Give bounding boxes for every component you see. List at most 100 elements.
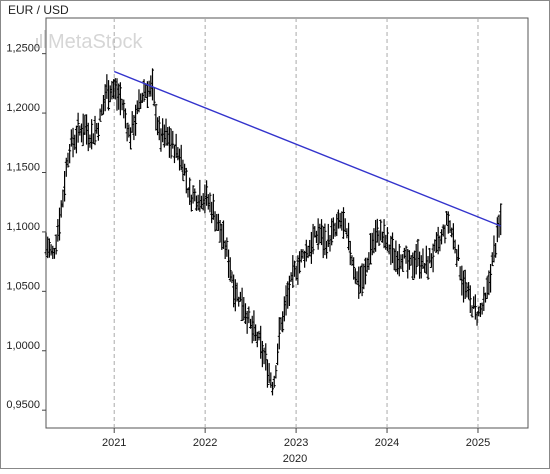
ohlc-bar	[274, 365, 278, 379]
trendline	[113, 70, 501, 227]
ohlc-bar	[205, 180, 209, 206]
ohlc-bar	[152, 86, 156, 107]
ohlc-bar	[260, 340, 264, 368]
watermark-text: MetaStock	[48, 31, 143, 53]
ohlc-bar	[494, 242, 498, 258]
ohlc-bar	[391, 232, 395, 264]
ohlc-bar	[272, 375, 276, 388]
ohlc-bar	[325, 241, 329, 259]
ohlc-bar	[397, 243, 401, 277]
ohlc-bar	[134, 104, 138, 136]
chart-title: EUR / USD	[8, 3, 69, 17]
ohlc-bar	[382, 219, 386, 249]
plot-area	[45, 17, 529, 429]
ohlc-bar	[154, 103, 158, 131]
ohlc-bar	[490, 252, 494, 267]
ohlc-bar	[271, 381, 275, 396]
ohlc-bar	[98, 108, 102, 122]
ohlc-bar	[188, 177, 192, 205]
ohlc-bar	[401, 254, 405, 272]
y-tick-label: 1,2500	[6, 43, 40, 55]
ohlc-bar	[456, 244, 460, 261]
trendline-layer	[113, 70, 501, 227]
ohlc-bar	[414, 243, 418, 275]
ohlc-bar	[316, 218, 320, 250]
ohlc-bar	[211, 193, 215, 220]
ohlc-bar	[90, 119, 94, 150]
ohlc-bar	[107, 80, 111, 111]
ohlc-bar	[499, 203, 503, 236]
ohlc-bar	[189, 194, 193, 212]
x-tick-label: 2022	[193, 437, 217, 449]
ohlc-bar	[150, 68, 154, 101]
ohlc-bar	[470, 305, 474, 318]
ohlc-bar	[66, 152, 70, 168]
ohlc-bar	[47, 238, 51, 258]
grid-lines	[113, 18, 479, 428]
ohlc-bar	[375, 218, 379, 243]
y-tick-label: 1,2000	[6, 102, 40, 114]
ohlc-bar	[363, 257, 367, 285]
ohlc-bar	[348, 240, 352, 266]
ohlc-bar	[446, 211, 450, 234]
ohlc-bar	[225, 237, 229, 257]
ohlc-bar	[426, 256, 430, 280]
ohlc-bar	[123, 108, 127, 129]
ohlc-bar	[287, 275, 291, 306]
ohlc-bar	[58, 207, 62, 241]
x-tick-label: 2023	[284, 437, 308, 449]
ohlc-bar	[291, 255, 295, 288]
ohlc-bar	[276, 343, 280, 366]
ohlc-bar	[118, 82, 122, 116]
ohlc-bar	[377, 230, 381, 247]
ohlc-bar	[129, 127, 133, 150]
ohlc-bar	[330, 218, 334, 246]
ohlc-bar	[240, 287, 244, 321]
y-axis: 1,2500 1,2000 1,1500 1,1000 1,0500 1,0000 0,95…	[6, 43, 46, 411]
ohlc-bar	[342, 207, 346, 239]
ohlc-bar	[473, 294, 477, 320]
ohlc-bar	[323, 223, 327, 256]
ohlc-bar	[411, 252, 415, 280]
ohlc-bar	[125, 122, 129, 142]
ohlc-bar	[171, 130, 175, 149]
x-axis-label: 2020	[283, 453, 307, 465]
ohlc-bar	[369, 233, 373, 265]
ohlc-bar	[431, 243, 435, 273]
x-tick-label: 2021	[102, 437, 126, 449]
ohlc-bar	[379, 219, 383, 241]
x-axis: 2021 2022 2023 2024 2025	[102, 428, 490, 449]
y-tick-label: 0,9500	[6, 399, 40, 411]
y-tick-label: 1,1500	[6, 161, 40, 173]
ohlc-bar	[169, 128, 173, 159]
y-tick-label: 1,0000	[6, 340, 40, 352]
y-tick-label: 1,0500	[6, 280, 40, 292]
ohlc-bar	[208, 192, 212, 213]
ohlc-bar	[96, 122, 100, 141]
ohlc-bar	[228, 257, 232, 282]
ohlc-bar	[68, 144, 72, 164]
ohlc-bar	[443, 224, 447, 244]
ohlc-bar	[247, 306, 251, 324]
x-tick-label: 2025	[466, 437, 490, 449]
ohlc-bar	[191, 185, 195, 204]
ohlc-bar	[385, 227, 389, 252]
ohlc-bar	[352, 257, 356, 280]
ohlc-bar	[320, 219, 324, 246]
ohlc-bar	[468, 285, 472, 314]
x-tick-label: 2024	[375, 437, 399, 449]
ohlc-bar	[404, 245, 408, 264]
ohlc-bar	[281, 311, 285, 333]
ohlc-bar	[265, 359, 269, 388]
ohlc-bar	[93, 115, 97, 146]
ohlc-bar	[76, 112, 80, 143]
plot-border	[45, 17, 529, 429]
ohlc-bar	[264, 343, 268, 371]
ohlc-bar	[298, 251, 302, 274]
watermark-logo: MetaStock	[36, 30, 143, 53]
ohlc-bar	[193, 188, 197, 202]
y-tick-label: 1,1000	[6, 221, 40, 233]
